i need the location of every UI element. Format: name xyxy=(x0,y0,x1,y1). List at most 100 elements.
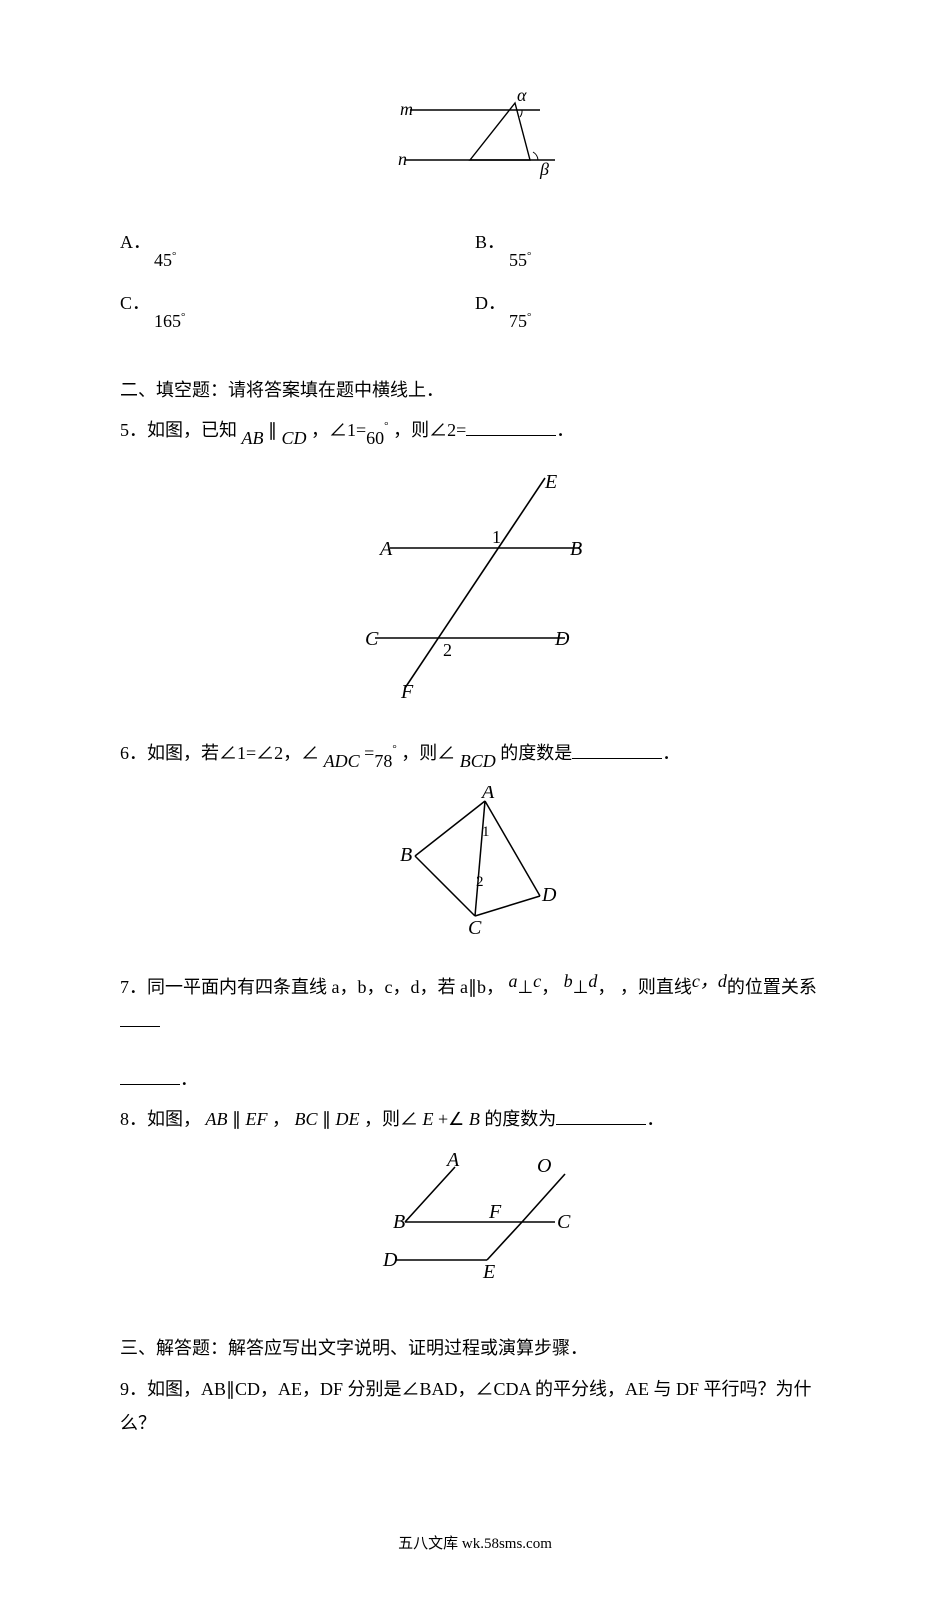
opt-val-C: 165° xyxy=(154,289,185,332)
q5-lab-C: C xyxy=(365,628,379,650)
q8-fO: O xyxy=(537,1155,551,1177)
q8-DE: DE xyxy=(336,1109,360,1129)
label-m: m xyxy=(400,99,413,119)
q7-blank2 xyxy=(120,1066,180,1085)
q8-c1: ， xyxy=(272,1109,290,1129)
q7-cd: c，d xyxy=(692,964,727,998)
q7-comma2: ， xyxy=(597,977,615,997)
q8-fE: E xyxy=(482,1261,495,1282)
opt-val-D: 75° xyxy=(509,289,531,332)
q6-prefix: 6．如图，若∠1=∠2，∠ xyxy=(120,743,319,763)
q4-option-C: C． 165° xyxy=(120,289,475,332)
degree-icon: ° xyxy=(527,250,531,262)
opt-D-num: 75 xyxy=(509,311,527,331)
degree-icon: ° xyxy=(181,311,185,323)
q8-AB: AB xyxy=(206,1109,228,1129)
q6-BCD: BCD xyxy=(460,744,496,778)
q7-line1a: 7．同一平面内有四条直线 a，b，c，d，若 a∥b， xyxy=(120,977,504,997)
q7-mid: ，则直线 xyxy=(620,977,692,997)
q4-option-A: A． 45° xyxy=(120,228,475,271)
q6-C: C xyxy=(468,917,482,936)
q8-E: E xyxy=(423,1109,434,1129)
q6-ADC: ADC xyxy=(324,744,360,778)
q5-lab-B: B xyxy=(570,538,582,560)
opt-B-num: 55 xyxy=(509,250,527,270)
q8-par2: ∥ xyxy=(322,1109,331,1129)
q8-suffix: ． xyxy=(646,1109,664,1129)
q7-b: b xyxy=(564,964,573,998)
degree-icon: ° xyxy=(172,250,176,262)
opt-label-A: A． xyxy=(120,228,154,257)
degree-icon: ° xyxy=(527,311,531,323)
page-footer: 五八文库 wk.58sms.com xyxy=(120,1530,830,1559)
opt-label-C: C． xyxy=(120,289,154,318)
q5-parallel: ∥ xyxy=(268,420,277,440)
q5-lab-1: 1 xyxy=(492,527,501,547)
q9-text: 9．如图，AB∥CD，AE，DF 分别是∠BAD，∠CDA 的平分线，AE 与 … xyxy=(120,1372,830,1440)
q7-d: d xyxy=(588,964,597,998)
q8-EF: EF xyxy=(246,1109,268,1129)
q5-mid2: ，则∠2= xyxy=(393,420,466,440)
q5-60: 60 xyxy=(366,421,384,455)
q6-78: 78 xyxy=(374,744,392,778)
q8-figure: A O B F C D E xyxy=(365,1152,585,1282)
q7-c: c xyxy=(533,964,541,998)
q5-suffix: ． xyxy=(556,420,574,440)
q6-tail: 的度数是 xyxy=(500,743,572,763)
q8-prefix: 8．如图， xyxy=(120,1109,201,1129)
q4-option-D: D． 75° xyxy=(475,289,830,332)
q8-par1: ∥ xyxy=(232,1109,241,1129)
opt-C-num: 165 xyxy=(154,311,181,331)
q5-lab-2: 2 xyxy=(443,640,452,660)
q6-B: B xyxy=(400,844,412,866)
q4-figure: m n α β xyxy=(380,85,570,195)
q6-eq: = xyxy=(364,743,374,763)
page-root: m n α β A． 45° B． 55° C． 165° D． xyxy=(0,0,950,1599)
q7-blank1 xyxy=(120,1008,160,1027)
label-alpha: α xyxy=(517,85,527,105)
q6-figure-wrap: A B C D 1 2 xyxy=(120,776,830,963)
q5-AB: AB xyxy=(242,421,264,455)
q6-D: D xyxy=(541,884,557,906)
q4-figure-wrap: m n α β xyxy=(120,75,830,222)
q8-plus: +∠ xyxy=(438,1109,464,1129)
q8-fB: B xyxy=(393,1211,405,1233)
label-beta: β xyxy=(539,159,549,179)
q7-comma1: ， xyxy=(541,977,559,997)
q8-fC: C xyxy=(557,1211,571,1233)
q8-mid: ，则∠ xyxy=(364,1109,418,1129)
q5-lab-A: A xyxy=(378,538,393,560)
section-3-heading: 三、解答题：解答应写出文字说明、证明过程或演算步骤． xyxy=(120,1331,830,1365)
opt-A-num: 45 xyxy=(154,250,172,270)
q5-CD: CD xyxy=(282,421,307,455)
q7-tail: 的位置关系 xyxy=(727,977,817,997)
q6-mid: ，则∠ xyxy=(401,743,455,763)
q4-options: A． 45° B． 55° C． 165° D． 75° xyxy=(120,228,830,350)
q5-lab-E: E xyxy=(544,471,557,493)
label-n: n xyxy=(398,149,407,169)
q7-a: a xyxy=(508,964,517,998)
q5-figure-wrap: A B C D E F 1 2 xyxy=(120,453,830,730)
q9: 9．如图，AB∥CD，AE，DF 分别是∠BAD，∠CDA 的平分线，AE 与 … xyxy=(120,1372,830,1440)
q8-blank xyxy=(556,1106,646,1125)
section-2-heading: 二、填空题：请将答案填在题中横线上． xyxy=(120,373,830,407)
q8-B: B xyxy=(469,1109,480,1129)
q5-prefix: 5．如图，已知 xyxy=(120,420,237,440)
q8: 8．如图， AB ∥ EF ， BC ∥ DE ，则∠ E +∠ B 的度数为 ． xyxy=(120,1102,830,1136)
q8-fD: D xyxy=(382,1249,398,1271)
q6-blank xyxy=(572,740,662,759)
q8-BC: BC xyxy=(295,1109,318,1129)
q4-option-B: B． 55° xyxy=(475,228,830,271)
opt-val-B: 55° xyxy=(509,228,531,271)
q5: 5．如图，已知 AB ∥ CD ，∠1=60° ，则∠2=． xyxy=(120,413,830,447)
q8-fF: F xyxy=(488,1201,502,1223)
q7: 7．同一平面内有四条直线 a，b，c，d，若 a∥b， a⊥c， b⊥d， ，则… xyxy=(120,970,830,1097)
q6-2: 2 xyxy=(476,874,484,890)
q7-perp2: ⊥ xyxy=(573,977,589,997)
q6: 6．如图，若∠1=∠2，∠ ADC =78° ，则∠ BCD 的度数是． xyxy=(120,736,830,770)
q7-suffix: ． xyxy=(180,1069,198,1089)
q5-blank xyxy=(466,417,556,436)
q6-figure: A B C D 1 2 xyxy=(390,786,560,936)
q8-tail: 的度数为 xyxy=(484,1109,556,1129)
q5-lab-D: D xyxy=(554,628,570,650)
